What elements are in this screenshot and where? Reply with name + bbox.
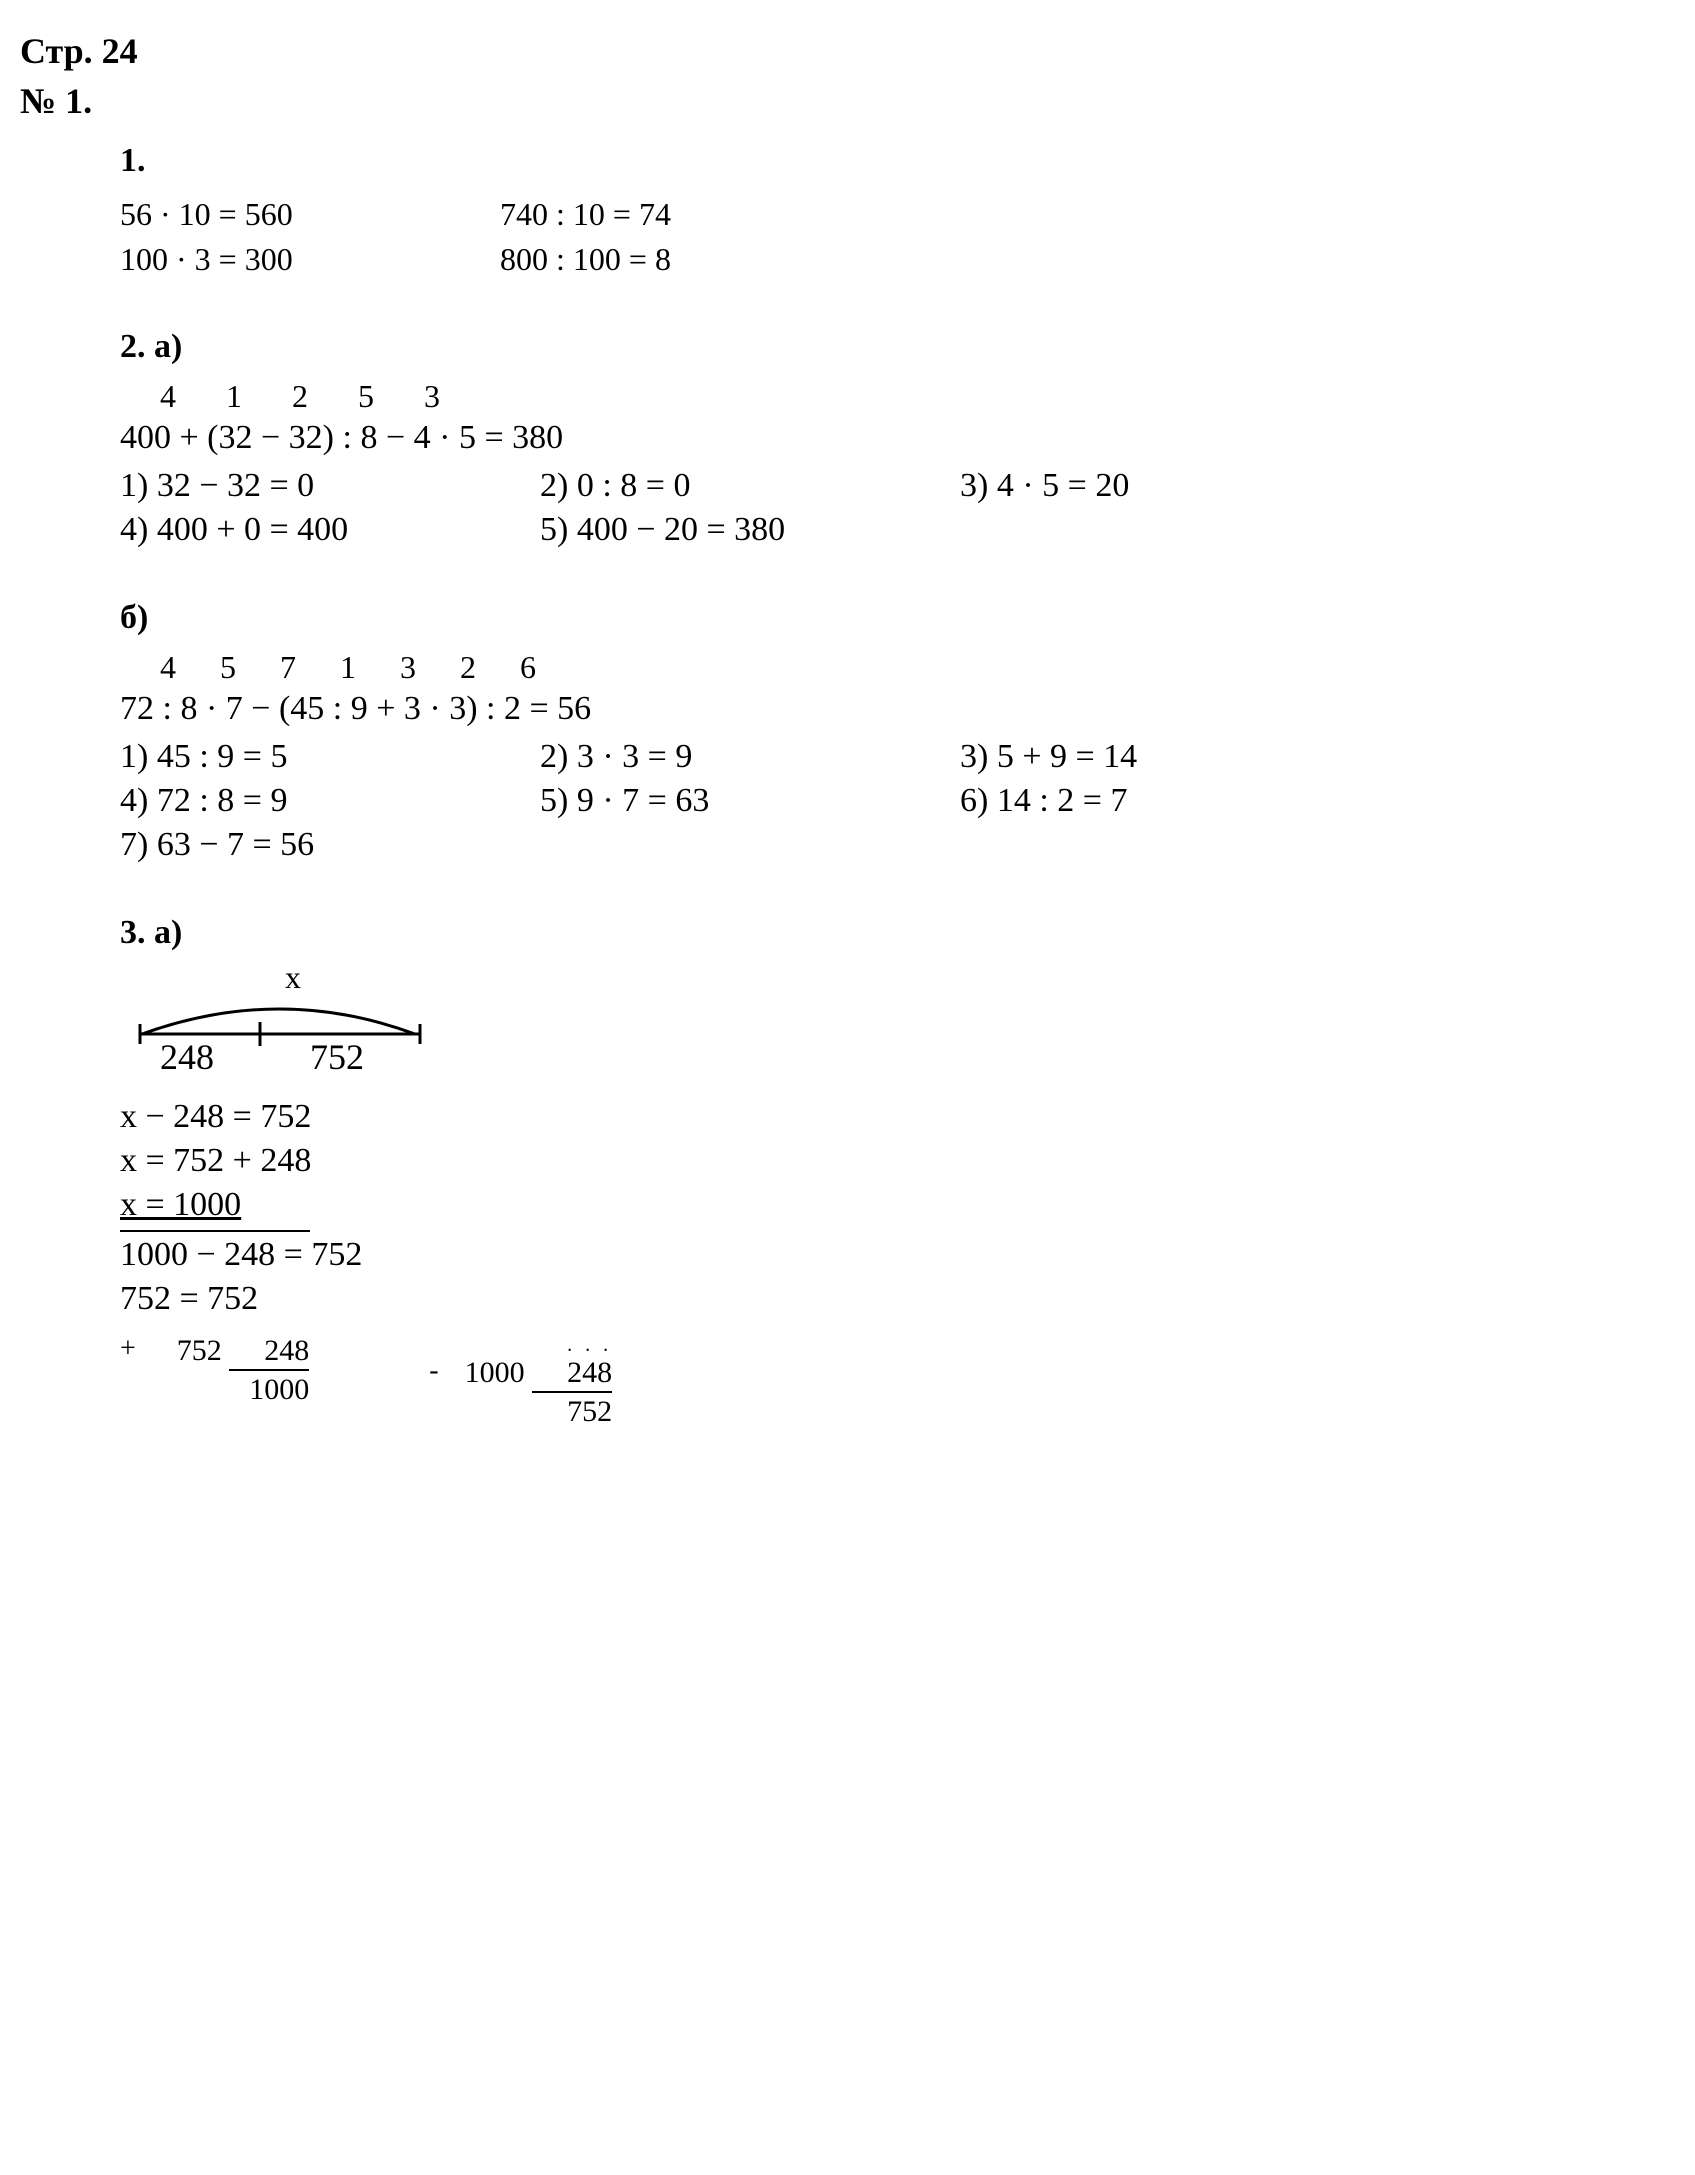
order-num: 4 (160, 649, 212, 686)
equation-solution: x = 1000 (120, 1186, 241, 1223)
minus-sign: - (429, 1356, 438, 1387)
step: 1) 32 − 32 = 0 (120, 467, 540, 505)
expression-2b: 72 : 8 · 7 − (45 : 9 + 3 · 3) : 2 = 56 (120, 690, 1675, 728)
equation-line: 1000 − 248 = 752 (120, 1236, 1675, 1274)
diagram-arc (142, 1009, 415, 1034)
section-1-label: 1. (120, 142, 1675, 180)
diagram-left-value: 248 (160, 1037, 214, 1074)
step (960, 826, 1380, 864)
diagram-right-value: 752 (310, 1037, 364, 1074)
addend: 752 (142, 1334, 222, 1367)
subtrahend: 248 (532, 1356, 612, 1389)
minuend: 1000 (445, 1356, 525, 1389)
step: 5) 400 − 20 = 380 (540, 511, 960, 549)
order-num: 7 (280, 649, 332, 686)
equation-line: 752 = 752 (120, 1280, 1675, 1318)
plus-sign: + (120, 1334, 136, 1365)
calc-row: 56 · 10 = 560 740 : 10 = 74 (120, 196, 1675, 233)
segment-diagram-svg: x 248 752 (130, 964, 450, 1074)
step (960, 511, 1380, 549)
calc-row: 100 · 3 = 300 800 : 100 = 8 (120, 241, 1675, 278)
step: 4) 400 + 0 = 400 (120, 511, 540, 549)
equation-line: x = 752 + 248 (120, 1142, 1675, 1180)
order-of-operations-b: 4 5 7 1 3 2 6 (160, 649, 1675, 686)
calc-cell: 800 : 100 = 8 (500, 241, 880, 278)
section-2b-label: б) (120, 599, 1675, 637)
steps-row: 7) 63 − 7 = 56 (120, 826, 1675, 864)
steps-row: 4) 72 : 8 = 9 5) 9 · 7 = 63 6) 14 : 2 = … (120, 782, 1675, 820)
order-num: 5 (358, 378, 416, 415)
borrow-dots: . . . (429, 1334, 612, 1356)
equation-line: x = 1000 (120, 1186, 1675, 1224)
vertical-calculations: + 752 248 1000 . . . - 1000 248 752 (120, 1334, 1675, 1428)
step: 3) 4 · 5 = 20 (960, 467, 1380, 505)
addend: 248 (229, 1334, 309, 1367)
section-2a-label: 2. а) (120, 328, 1675, 366)
order-num: 5 (220, 649, 272, 686)
order-num: 6 (520, 649, 572, 686)
sum-result: 1000 (229, 1369, 309, 1406)
order-of-operations-a: 4 1 2 5 3 (160, 378, 1675, 415)
order-num: 2 (292, 378, 350, 415)
steps-row: 1) 45 : 9 = 5 2) 3 · 3 = 9 3) 5 + 9 = 14 (120, 738, 1675, 776)
step: 7) 63 − 7 = 56 (120, 826, 540, 864)
vertical-addition: + 752 248 1000 (120, 1334, 309, 1428)
difference-result: 752 (532, 1391, 612, 1428)
step: 1) 45 : 9 = 5 (120, 738, 540, 776)
vertical-subtraction: . . . - 1000 248 752 (429, 1334, 612, 1428)
order-num: 4 (160, 378, 218, 415)
step: 5) 9 · 7 = 63 (540, 782, 960, 820)
order-num: 3 (400, 649, 452, 686)
diagram-x-label: x (285, 964, 301, 995)
problem-number: № 1. (20, 80, 1675, 122)
equation-line: x − 248 = 752 (120, 1098, 1675, 1136)
steps-row: 4) 400 + 0 = 400 5) 400 − 20 = 380 (120, 511, 1675, 549)
expression-2a: 400 + (32 − 32) : 8 − 4 · 5 = 380 (120, 419, 1675, 457)
page-reference: Стр. 24 (20, 30, 1675, 72)
calc-cell: 100 · 3 = 300 (120, 241, 500, 278)
segment-diagram: x 248 752 (130, 964, 1675, 1082)
section-3a-label: 3. а) (120, 914, 1675, 952)
calc-cell: 740 : 10 = 74 (500, 196, 880, 233)
step: 4) 72 : 8 = 9 (120, 782, 540, 820)
order-num: 3 (424, 378, 482, 415)
step: 2) 0 : 8 = 0 (540, 467, 960, 505)
order-num: 2 (460, 649, 512, 686)
calc-cell: 56 · 10 = 560 (120, 196, 500, 233)
step: 6) 14 : 2 = 7 (960, 782, 1380, 820)
steps-row: 1) 32 − 32 = 0 2) 0 : 8 = 0 3) 4 · 5 = 2… (120, 467, 1675, 505)
step: 3) 5 + 9 = 14 (960, 738, 1380, 776)
step: 2) 3 · 3 = 9 (540, 738, 960, 776)
order-num: 1 (340, 649, 392, 686)
divider-rule (120, 1230, 310, 1232)
order-num: 1 (226, 378, 284, 415)
step (540, 826, 960, 864)
